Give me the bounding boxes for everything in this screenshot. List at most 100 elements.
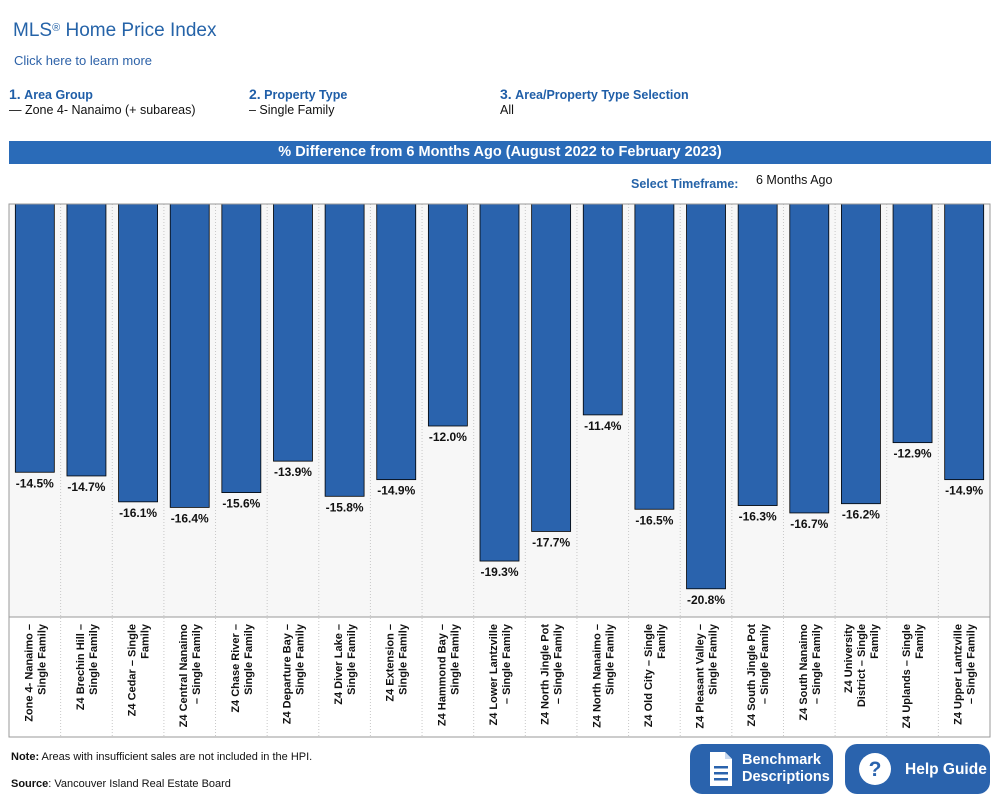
tick-label-line: Z4 South Nanaimo: [798, 624, 810, 721]
bar: [686, 203, 726, 590]
property-type-value[interactable]: – Single Family: [249, 103, 335, 117]
tick-label-line: Family: [869, 623, 881, 659]
property-type-selector[interactable]: 2. Property Type – Single Family: [249, 86, 347, 117]
tick-label-line: – Single Family: [501, 623, 513, 704]
data-label: -14.9%: [945, 484, 983, 498]
data-label: -12.9%: [894, 447, 932, 461]
source-text: Source: Vancouver Island Real Estate Boa…: [11, 778, 231, 790]
bar: [273, 203, 313, 462]
data-label: -16.1%: [119, 506, 157, 520]
area-property-selector[interactable]: 3. Area/Property Type Selection All: [500, 86, 689, 117]
tick-label-line: Single Family: [346, 623, 358, 695]
tick-label-line: Family: [914, 623, 926, 659]
help-guide-label: Help Guide: [905, 760, 987, 778]
chart-title-banner: % Difference from 6 Months Ago (August 2…: [9, 141, 991, 164]
tick-label-line: Z4 Departure Bay –: [281, 624, 293, 724]
svg-text:?: ?: [869, 758, 882, 781]
tick-label-line: Z4 Extension –: [385, 624, 397, 702]
tick-label: Z4 University District – Single Family: [843, 623, 881, 707]
bar: [789, 203, 830, 514]
tick-label-line: Z4 North Jingle Pot: [540, 624, 552, 725]
document-icon: [710, 752, 732, 786]
tick-label: Z4 Departure Bay – Single Family: [281, 623, 306, 724]
note-body: Areas with insufficient sales are not in…: [39, 751, 313, 763]
area-group-label: Area Group: [24, 88, 93, 102]
tick-label-line: Z4 Brechin Hill –: [75, 624, 87, 710]
benchmark-descriptions-button[interactable]: Benchmark Descriptions: [690, 744, 833, 794]
tick-label: Z4 Chase River – Single Family: [230, 623, 255, 713]
step-number: 2.: [249, 86, 261, 102]
data-label: -14.5%: [16, 476, 54, 490]
timeframe-select[interactable]: 6 Months Ago: [756, 173, 833, 187]
bar: [737, 203, 778, 506]
tick-label-line: – Single Family: [191, 623, 203, 704]
data-label: -16.7%: [790, 517, 828, 531]
tick-label-line: – Single Family: [966, 623, 978, 704]
page-title: MLS® Home Price Index: [13, 20, 216, 42]
tick-label: Z4 Brechin Hill – Single Family: [75, 623, 100, 710]
tick-label: Z4 Diver Lake – Single Family: [333, 623, 358, 705]
step-number: 1.: [9, 86, 21, 102]
tick-label: Zone 4- Nanaimo – Single Family: [23, 623, 48, 722]
area-property-label: Area/Property Type Selection: [515, 88, 689, 102]
bar: [531, 203, 572, 532]
tick-label: Z4 Upper Lantzville – Single Family: [953, 623, 978, 725]
tick-label-line: – Single Family: [811, 623, 823, 704]
area-group-value[interactable]: — Zone 4- Nanaimo (+ subareas): [9, 103, 196, 117]
tick-label: Z4 Lower Lantzville – Single Family: [488, 623, 513, 725]
plot-frame: [8, 203, 991, 738]
bar: [582, 203, 623, 416]
label-area: [9, 617, 990, 737]
tick-label: Z4 South Jingle Pot – Single Family: [746, 623, 771, 727]
bar: [169, 203, 210, 508]
tick-label-line: Z4 Upper Lantzville: [953, 624, 965, 725]
area-group-selector[interactable]: 1. Area Group — Zone 4- Nanaimo (+ subar…: [9, 86, 196, 117]
data-label: -16.2%: [842, 508, 880, 522]
data-label: -11.4%: [584, 419, 622, 433]
data-label: -14.9%: [377, 484, 415, 498]
timeframe-label: Select Timeframe:: [631, 177, 739, 191]
tick-label-line: District – Single: [856, 624, 868, 707]
tick-label-line: Z4 University: [843, 623, 855, 693]
tick-label-line: Z4 Diver Lake –: [333, 624, 345, 705]
bar: [841, 203, 881, 505]
tick-label-line: Single Family: [294, 623, 306, 695]
tick-label: Z4 Hammond Bay – Single Family: [436, 623, 461, 726]
data-label: -16.4%: [171, 511, 209, 525]
bar: [427, 203, 468, 427]
source-body: : Vancouver Island Real Estate Board: [48, 778, 231, 790]
registered-mark: ®: [52, 22, 61, 34]
benchmark-label-line2: Descriptions: [742, 769, 830, 785]
bar: [221, 203, 262, 494]
bar: [66, 203, 107, 477]
title-text: MLS: [13, 20, 53, 41]
help-guide-button[interactable]: ? Help Guide: [845, 744, 990, 794]
tick-label-line: Family: [140, 623, 152, 659]
tick-label-line: Single Family: [604, 623, 616, 695]
learn-more-link[interactable]: Click here to learn more: [14, 53, 152, 68]
note-label: Note:: [11, 751, 40, 763]
bar: [634, 203, 675, 510]
tick-label-line: Zone 4- Nanaimo –: [23, 624, 35, 722]
tick-label-line: Single Family: [36, 623, 48, 695]
data-label: -16.3%: [739, 510, 777, 524]
tick-label-line: Z4 Old City – Single: [643, 624, 655, 727]
tick-label-line: Single Family: [243, 623, 255, 695]
tick-label: Z4 Extension – Single Family: [385, 623, 410, 702]
property-type-label: Property Type: [264, 88, 348, 102]
tick-label-line: Z4 Lower Lantzville: [488, 624, 500, 725]
tick-label-line: Single Family: [708, 623, 720, 695]
tick-label-line: Z4 Uplands – Single: [901, 624, 913, 729]
data-label: -20.8%: [687, 593, 725, 607]
tick-label: Z4 Old City – Single Family: [643, 623, 668, 727]
data-label: -16.5%: [635, 513, 673, 527]
tick-label-line: Z4 Chase River –: [230, 624, 242, 713]
area-property-value[interactable]: All: [500, 103, 514, 117]
tick-label-line: Z4 South Jingle Pot: [746, 624, 758, 727]
tick-label-line: Z4 Cedar – Single: [127, 624, 139, 716]
tick-label-line: – Single Family: [553, 623, 565, 704]
bar: [376, 203, 417, 481]
bar: [479, 203, 520, 562]
data-label: -13.9%: [274, 465, 312, 479]
data-label: -15.6%: [222, 497, 260, 511]
